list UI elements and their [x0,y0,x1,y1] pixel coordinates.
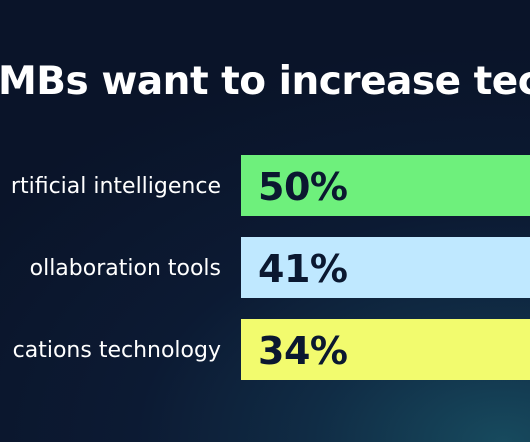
bar-value-label: 50% [258,165,348,209]
bar [241,319,530,380]
bar-value-label: 41% [258,247,348,291]
category-label: cations technology [12,338,221,363]
chart-title: MBs want to increase tech s [0,59,530,104]
bar [241,155,530,216]
bar-value-label: 34% [258,329,348,373]
category-label: rtificial intelligence [10,174,221,199]
bar [241,237,530,298]
category-label: ollaboration tools [29,256,221,281]
